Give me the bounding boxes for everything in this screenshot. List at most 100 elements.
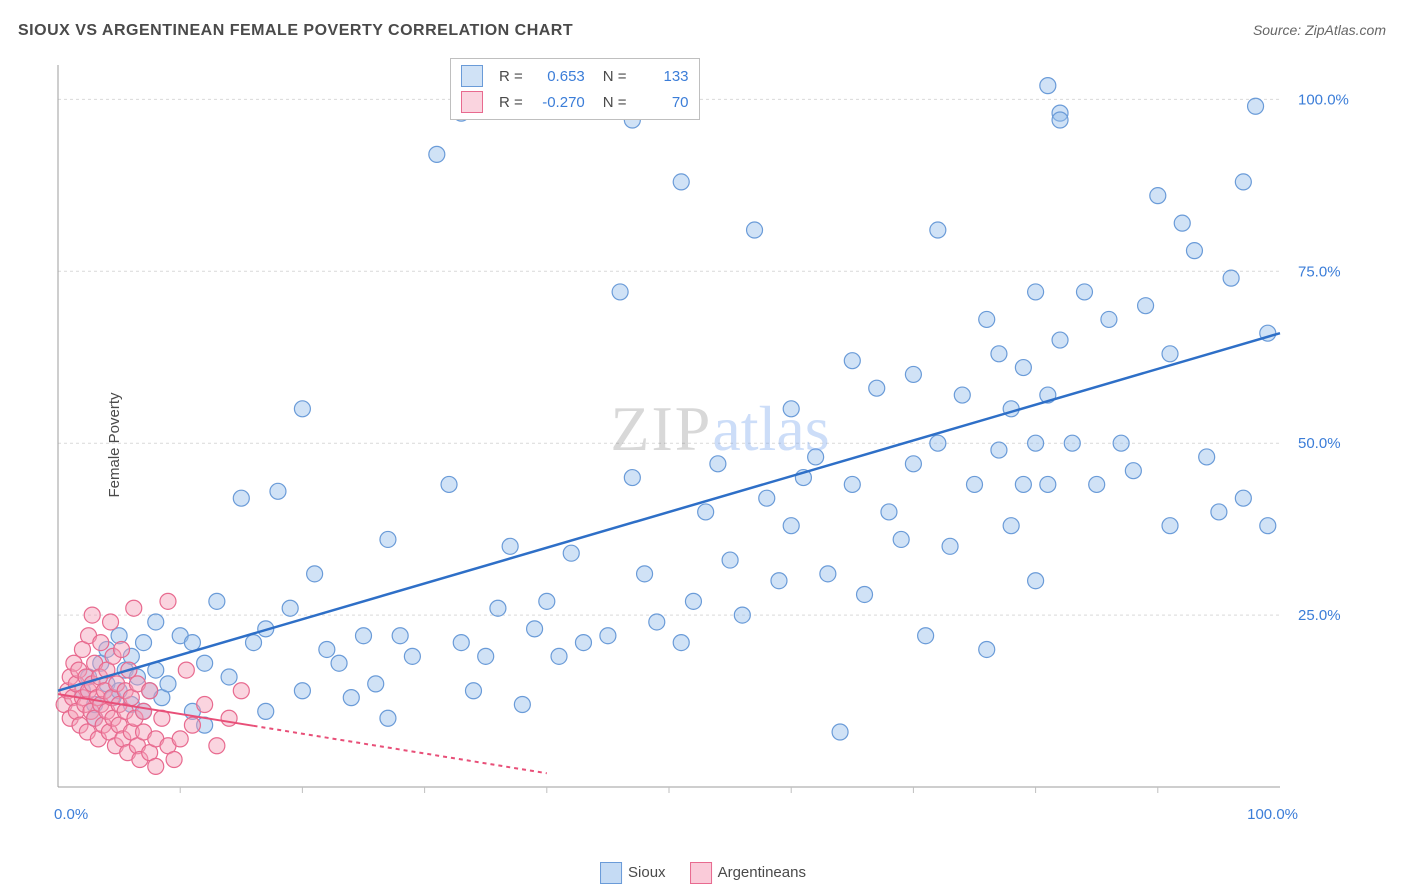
- data-point: [184, 717, 200, 733]
- data-point: [563, 545, 579, 561]
- data-point: [368, 676, 384, 692]
- data-point: [392, 628, 408, 644]
- data-point: [465, 683, 481, 699]
- data-point: [771, 573, 787, 589]
- data-point: [502, 538, 518, 554]
- data-point: [930, 435, 946, 451]
- data-point: [844, 353, 860, 369]
- legend-swatch: [461, 91, 483, 113]
- data-point: [1028, 284, 1044, 300]
- data-point: [942, 538, 958, 554]
- data-point: [380, 531, 396, 547]
- y-tick-label: 50.0%: [1298, 435, 1341, 452]
- y-tick-label: 25.0%: [1298, 607, 1341, 624]
- y-tick-label: 100.0%: [1298, 91, 1349, 108]
- data-point: [1015, 360, 1031, 376]
- data-point: [1003, 518, 1019, 534]
- data-point: [979, 311, 995, 327]
- data-point: [166, 751, 182, 767]
- legend-label: Argentineans: [718, 864, 806, 881]
- data-point: [844, 476, 860, 492]
- series-legend: Sioux Argentineans: [600, 862, 806, 884]
- legend-label: Sioux: [628, 864, 666, 881]
- data-point: [869, 380, 885, 396]
- data-point: [209, 738, 225, 754]
- chart-title: SIOUX VS ARGENTINEAN FEMALE POVERTY CORR…: [18, 22, 573, 40]
- data-point: [710, 456, 726, 472]
- legend-swatch: [600, 862, 622, 884]
- trend-line: [58, 333, 1280, 691]
- data-point: [160, 593, 176, 609]
- data-point: [1162, 346, 1178, 362]
- stats-row: R = -0.270 N = 70: [461, 89, 689, 115]
- data-point: [881, 504, 897, 520]
- data-point: [490, 600, 506, 616]
- source-attribution: Source: ZipAtlas.com: [1253, 22, 1386, 38]
- data-point: [612, 284, 628, 300]
- data-point: [551, 648, 567, 664]
- data-point: [1125, 463, 1141, 479]
- data-point: [114, 641, 130, 657]
- data-point: [624, 470, 640, 486]
- data-point: [930, 222, 946, 238]
- data-point: [356, 628, 372, 644]
- data-point: [1260, 518, 1276, 534]
- data-point: [136, 635, 152, 651]
- data-point: [527, 621, 543, 637]
- data-point: [698, 504, 714, 520]
- data-point: [820, 566, 836, 582]
- data-point: [343, 690, 359, 706]
- data-point: [197, 655, 213, 671]
- data-point: [93, 635, 109, 651]
- stat-value-n: 70: [637, 94, 689, 111]
- data-point: [575, 635, 591, 651]
- data-point: [905, 456, 921, 472]
- data-point: [233, 490, 249, 506]
- data-point: [637, 566, 653, 582]
- stat-label-r: R =: [499, 94, 523, 111]
- data-point: [142, 683, 158, 699]
- data-point: [453, 635, 469, 651]
- data-point: [1064, 435, 1080, 451]
- data-point: [270, 483, 286, 499]
- data-point: [184, 635, 200, 651]
- data-point: [918, 628, 934, 644]
- data-point: [649, 614, 665, 630]
- data-point: [404, 648, 420, 664]
- data-point: [1028, 435, 1044, 451]
- legend-item: Argentineans: [690, 862, 806, 884]
- data-point: [783, 518, 799, 534]
- data-point: [172, 731, 188, 747]
- data-point: [783, 401, 799, 417]
- data-point: [734, 607, 750, 623]
- data-point: [319, 641, 335, 657]
- data-point: [136, 703, 152, 719]
- data-point: [148, 758, 164, 774]
- data-point: [1076, 284, 1092, 300]
- data-point: [429, 146, 445, 162]
- data-point: [294, 683, 310, 699]
- data-point: [685, 593, 701, 609]
- data-point: [1199, 449, 1215, 465]
- stat-label-n: N =: [603, 94, 627, 111]
- stat-value-r: -0.270: [533, 94, 585, 111]
- data-point: [233, 683, 249, 699]
- data-point: [1162, 518, 1178, 534]
- data-point: [1113, 435, 1129, 451]
- x-tick-label: 0.0%: [54, 806, 88, 823]
- data-point: [857, 586, 873, 602]
- data-point: [808, 449, 824, 465]
- data-point: [1138, 298, 1154, 314]
- data-point: [148, 614, 164, 630]
- stat-label-r: R =: [499, 68, 523, 85]
- data-point: [126, 600, 142, 616]
- trend-line-extrapolation: [254, 726, 547, 773]
- data-point: [1235, 174, 1251, 190]
- stats-row: R =0.653N =133: [461, 63, 689, 89]
- data-point: [1174, 215, 1190, 231]
- data-point: [294, 401, 310, 417]
- data-point: [991, 442, 1007, 458]
- data-point: [1223, 270, 1239, 286]
- chart-canvas: 25.0%50.0%75.0%100.0%0.0%100.0%: [50, 55, 1390, 835]
- stat-value-r: 0.653: [533, 68, 585, 85]
